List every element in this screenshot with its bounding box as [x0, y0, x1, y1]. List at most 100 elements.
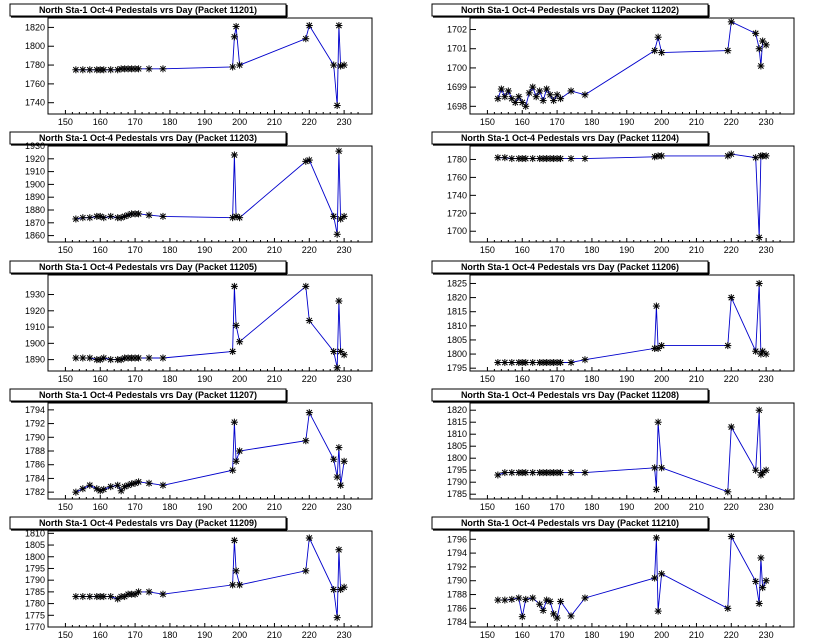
data-point	[232, 22, 240, 30]
data-point	[501, 154, 509, 162]
data-point	[508, 469, 516, 477]
data-point	[757, 554, 765, 562]
x-tick-label: 230	[337, 374, 352, 384]
y-tick-label: 1760	[447, 172, 467, 182]
data-point	[658, 152, 666, 160]
x-tick-label: 230	[759, 374, 774, 384]
data-point	[550, 97, 558, 105]
data-point	[145, 354, 153, 362]
x-tick-label: 180	[162, 245, 177, 255]
data-point	[497, 85, 505, 93]
x-tick-label: 170	[128, 117, 143, 127]
chart-panel-6: North Sta-1 Oct-4 Pedestals vrs Day (Pac…	[431, 260, 795, 384]
y-tick-label: 1786	[447, 603, 467, 613]
y-tick-label: 1890	[25, 192, 45, 202]
data-point	[727, 533, 735, 541]
x-tick-label: 230	[337, 630, 352, 638]
chart-panel-10: North Sta-1 Oct-4 Pedestals vrs Day (Pac…	[431, 516, 795, 638]
chart-panel-1: North Sta-1 Oct-4 Pedestals vrs Day (Pac…	[9, 3, 373, 127]
y-tick-label: 1784	[447, 617, 467, 627]
data-point	[131, 590, 139, 598]
data-point	[107, 212, 115, 220]
data-point	[107, 483, 115, 491]
data-point	[79, 66, 87, 74]
data-point	[230, 33, 238, 41]
y-tick-label: 1790	[447, 576, 467, 586]
chart-title-box: North Sta-1 Oct-4 Pedestals vrs Day (Pac…	[9, 131, 288, 146]
y-tick-label: 1700	[447, 63, 467, 73]
chart-title-box: North Sta-1 Oct-4 Pedestals vrs Day (Pac…	[431, 260, 710, 275]
series-line	[75, 411, 345, 493]
y-tick-label: 1805	[25, 540, 45, 550]
data-point	[135, 354, 143, 362]
x-tick-label: 190	[619, 502, 634, 512]
x-tick-label: 150	[58, 630, 73, 638]
data-point	[79, 485, 87, 493]
data-point	[330, 347, 338, 355]
data-point	[658, 342, 666, 350]
x-tick-label: 160	[93, 630, 108, 638]
data-point	[494, 471, 502, 479]
data-point	[755, 234, 763, 242]
data-point	[536, 87, 544, 95]
data-point	[651, 464, 659, 472]
x-tick-label: 220	[302, 502, 317, 512]
title-frame	[431, 388, 709, 402]
data-point	[229, 581, 237, 589]
data-point	[305, 534, 313, 542]
x-tick-label: 220	[302, 374, 317, 384]
y-tick-label: 1794	[447, 548, 467, 558]
x-tick-label: 200	[654, 374, 669, 384]
y-tick-label: 1794	[25, 405, 45, 415]
plot-frame	[47, 145, 373, 243]
y-tick-label: 1930	[25, 141, 45, 151]
data-point	[529, 155, 537, 163]
data-point	[86, 354, 94, 362]
data-point	[508, 155, 516, 163]
y-tick-label: 1820	[25, 22, 45, 32]
x-tick-label: 160	[93, 117, 108, 127]
x-tick-label: 180	[584, 245, 599, 255]
chart-title-box: North Sta-1 Oct-4 Pedestals vrs Day (Pac…	[431, 388, 710, 403]
data-point	[79, 214, 87, 222]
x-tick-label: 170	[550, 502, 565, 512]
x-tick-label: 230	[759, 245, 774, 255]
title-frame	[9, 3, 287, 17]
y-tick-label: 1910	[25, 322, 45, 332]
data-point	[755, 406, 763, 414]
chart-title: North Sta-1 Oct-4 Pedestals vrs Day (Pac…	[461, 262, 679, 272]
chart-title: North Sta-1 Oct-4 Pedestals vrs Day (Pac…	[461, 5, 679, 15]
title-frame	[431, 260, 709, 274]
x-tick-label: 230	[759, 117, 774, 127]
y-tick-label: 1698	[447, 101, 467, 111]
data-point	[114, 595, 122, 603]
y-tick-label: 1930	[25, 290, 45, 300]
chart-title: North Sta-1 Oct-4 Pedestals vrs Day (Pac…	[39, 133, 257, 143]
data-point	[494, 359, 502, 367]
data-point	[757, 62, 765, 70]
x-tick-label: 200	[232, 117, 247, 127]
series-line	[497, 21, 767, 108]
x-tick-label: 210	[689, 245, 704, 255]
title-frame	[431, 3, 709, 17]
data-point	[232, 321, 240, 329]
x-tick-label: 160	[515, 630, 530, 638]
plot-frame	[469, 145, 795, 243]
x-tick-label: 210	[689, 374, 704, 384]
x-tick-label: 170	[128, 374, 143, 384]
title-frame	[431, 131, 709, 145]
data-point	[72, 593, 80, 601]
x-tick-label: 150	[480, 630, 495, 638]
data-point	[302, 35, 310, 43]
plot-frame	[469, 530, 795, 628]
x-tick-label: 180	[162, 502, 177, 512]
x-tick-label: 180	[162, 374, 177, 384]
x-tick-label: 180	[584, 630, 599, 638]
y-tick-label: 1790	[25, 432, 45, 442]
x-tick-label: 230	[337, 245, 352, 255]
x-tick-label: 150	[480, 245, 495, 255]
series-line	[75, 24, 345, 106]
data-point	[232, 567, 240, 575]
plot-frame	[469, 17, 795, 115]
data-point	[518, 613, 526, 621]
